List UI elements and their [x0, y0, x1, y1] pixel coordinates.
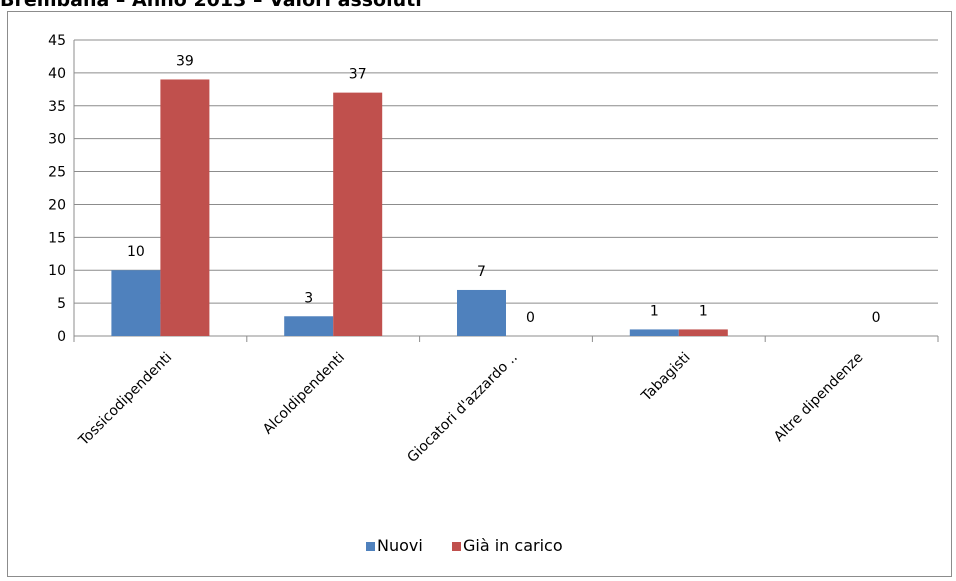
bar-gia-in-carico — [678, 329, 728, 336]
legend-label: Nuovi — [377, 536, 423, 555]
y-tick-label: 20 — [48, 197, 66, 213]
y-tick-label: 0 — [57, 329, 66, 345]
data-label: 0 — [526, 310, 535, 326]
data-label: 10 — [127, 244, 145, 260]
data-label: 3 — [304, 290, 313, 306]
data-label: 1 — [699, 303, 708, 319]
bar-nuovi — [284, 316, 334, 336]
bar-gia-in-carico — [160, 79, 210, 336]
legend-swatch — [452, 542, 461, 551]
legend-label: Già in carico — [463, 536, 563, 555]
y-tick-label: 10 — [48, 263, 66, 279]
bar-gia-in-carico — [333, 92, 383, 336]
data-label: 7 — [477, 264, 486, 280]
x-category-label: Giocatori d'azzardo .. — [404, 350, 520, 466]
y-tick-label: 15 — [48, 230, 66, 246]
data-label: 1 — [650, 303, 659, 319]
x-category-label: Alcoldipendenti — [260, 350, 348, 438]
y-tick-label: 35 — [48, 99, 66, 115]
x-category-label: Tabagisti — [638, 350, 694, 406]
y-tick-label: 40 — [48, 66, 66, 82]
y-tick-label: 45 — [48, 33, 66, 49]
y-tick-label: 25 — [48, 165, 66, 181]
x-category-label: Altre dipendenze — [771, 350, 866, 445]
data-label: 37 — [349, 67, 367, 83]
legend-swatch — [366, 542, 375, 551]
data-label: 0 — [872, 310, 881, 326]
y-tick-label: 30 — [48, 132, 66, 148]
x-category-label: Tossicodipendenti — [75, 350, 175, 450]
y-tick-label: 5 — [57, 296, 66, 312]
bar-nuovi — [457, 289, 506, 336]
chart-heading: Brembana – Anno 2013 – Valori assoluti — [0, 0, 422, 11]
bar-nuovi — [111, 270, 161, 336]
bar-nuovi — [629, 329, 679, 336]
data-label: 39 — [176, 53, 194, 69]
